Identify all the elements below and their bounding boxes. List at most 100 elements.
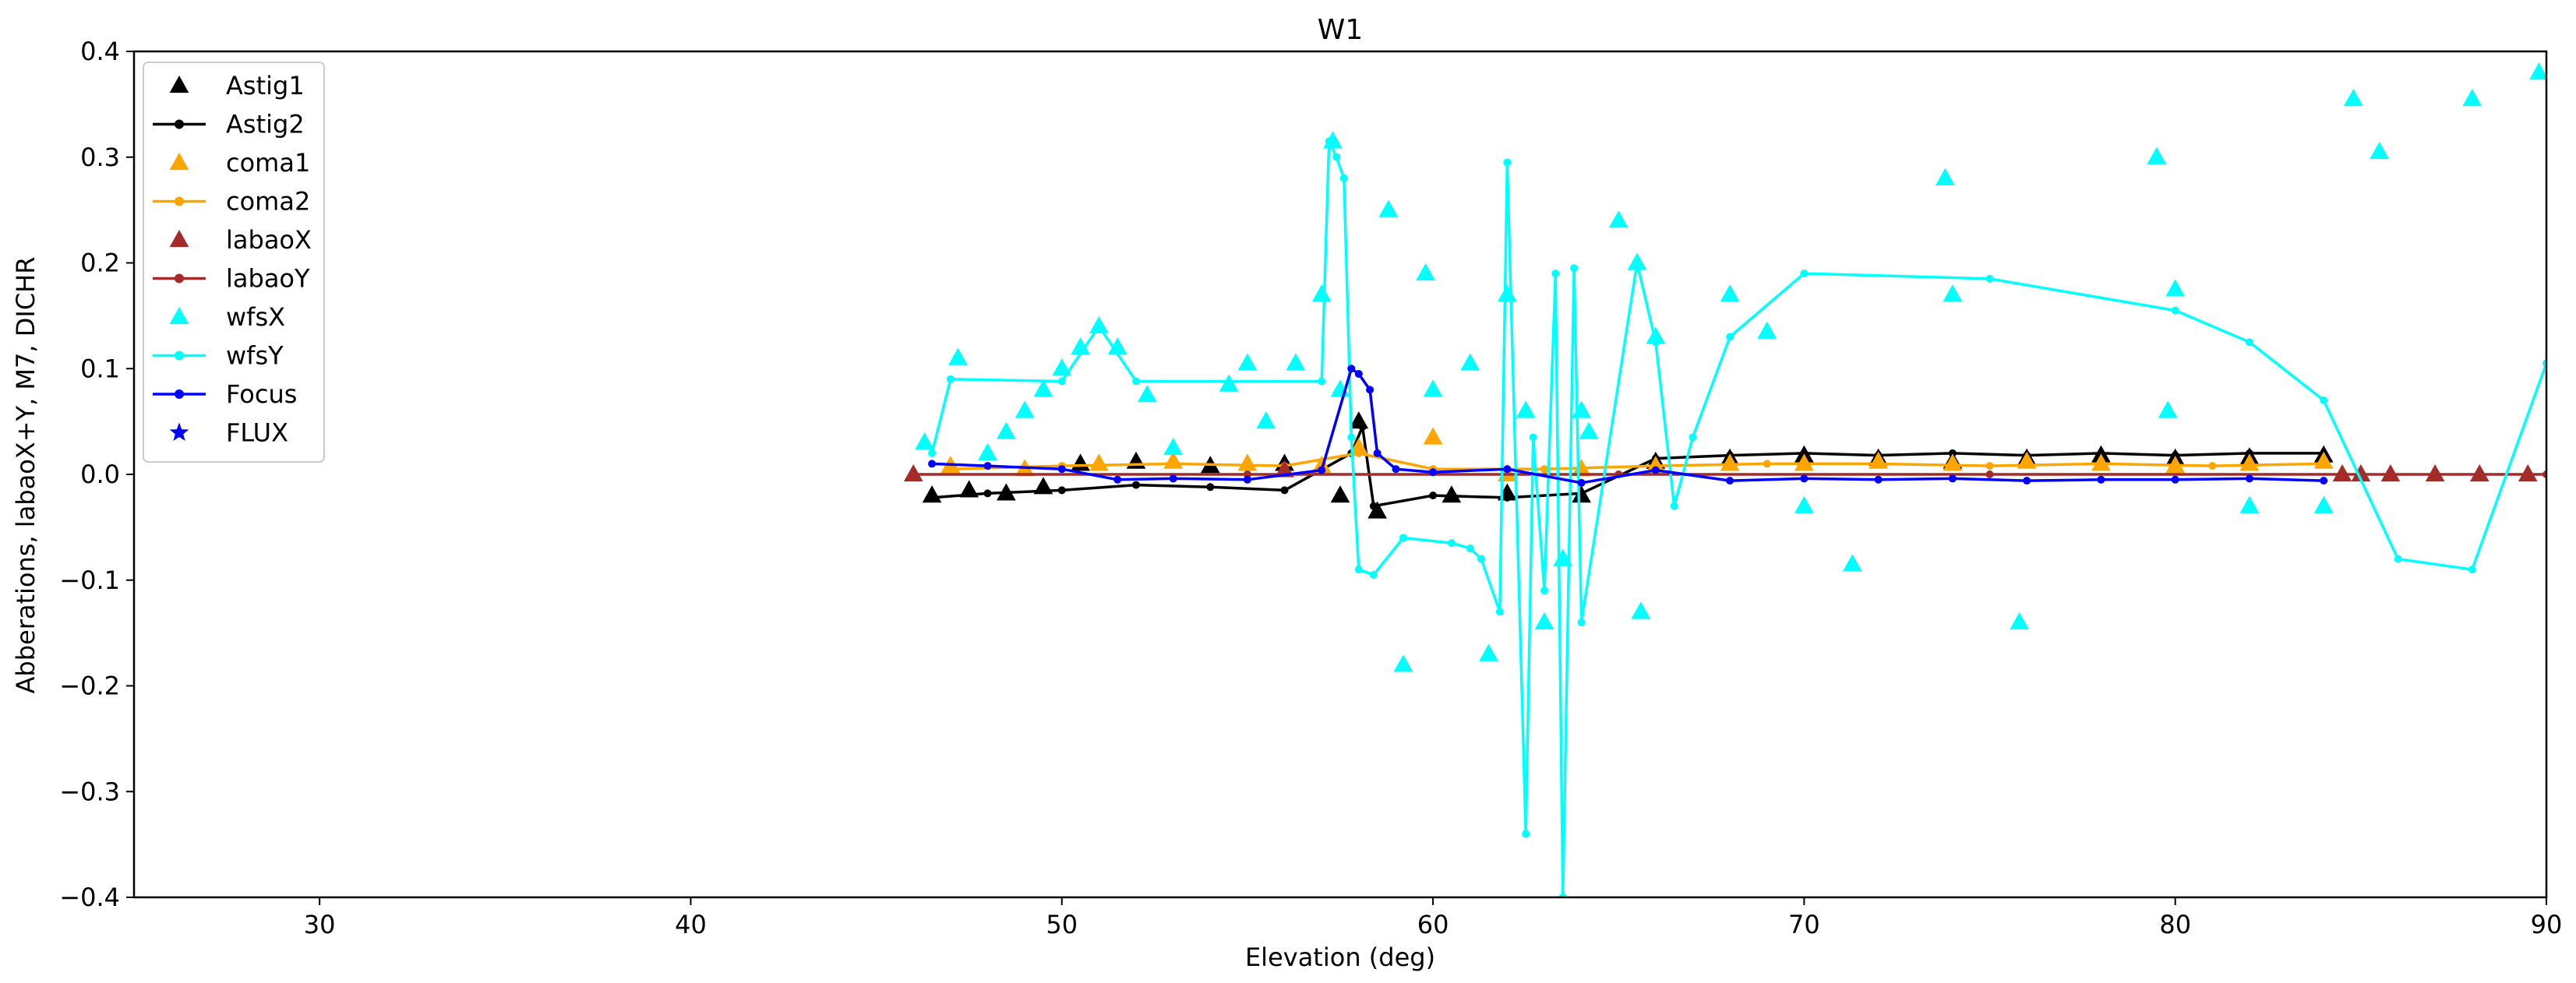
- data-point-astig1: [1367, 501, 1387, 519]
- series-wfsx: [915, 62, 2546, 672]
- data-point-wfsx: [978, 442, 997, 460]
- y-tick-label: −0.4: [59, 883, 120, 912]
- legend-item-labaoy: labaoY: [153, 264, 310, 294]
- data-point-wfsy: [1670, 502, 1678, 510]
- data-point-labaoy: [2338, 470, 2347, 478]
- data-point-wfsx: [1378, 199, 1399, 217]
- data-point-wfsx: [1393, 654, 1413, 672]
- data-point-wfsx: [1534, 612, 1554, 630]
- legend-label: Astig2: [226, 110, 305, 139]
- data-point-coma2: [1169, 460, 1177, 468]
- data-point-coma2: [1540, 465, 1548, 474]
- data-point-wfsy: [1477, 555, 1485, 563]
- data-point-wfsx: [2462, 89, 2482, 107]
- legend-label: labaoX: [226, 225, 312, 255]
- plot-frame: [132, 50, 2548, 899]
- data-point-astig2: [983, 489, 992, 498]
- data-point-wfsy: [1540, 587, 1548, 595]
- legend-marker: [175, 351, 184, 361]
- data-point-wfsy: [1466, 544, 1474, 553]
- data-point-astig2: [1948, 449, 1957, 457]
- data-point-wfsy: [1689, 433, 1697, 442]
- data-point-wfsy: [1495, 608, 1504, 616]
- data-point-wfsx: [2343, 89, 2363, 107]
- data-point-wfsx: [2239, 495, 2260, 513]
- legend-label: coma2: [226, 187, 310, 217]
- data-point-wfsx: [1608, 210, 1629, 228]
- data-point-wfsy: [1529, 433, 1537, 442]
- data-point-wfsx: [1631, 601, 1651, 619]
- data-point-focus: [2320, 477, 2328, 485]
- data-point-labaoy: [909, 470, 918, 478]
- legend-marker: [175, 389, 184, 399]
- data-point-astig2: [2097, 449, 2105, 457]
- data-point-focus: [1057, 465, 1066, 474]
- y-tick-label: −0.2: [59, 671, 120, 701]
- data-point-wfsx: [1579, 421, 1599, 439]
- data-point-focus: [1354, 370, 1363, 379]
- data-point-wfsy: [1399, 534, 1407, 542]
- data-point-focus: [2097, 475, 2105, 484]
- x-tick-label: 60: [1417, 910, 1449, 939]
- data-point-focus: [1948, 474, 1957, 483]
- data-point-wfsx: [1286, 353, 1306, 371]
- data-point-wfsx: [1460, 353, 1480, 371]
- legend-marker: [169, 76, 189, 93]
- series-focus: [928, 365, 2328, 487]
- legend-item-focus: Focus: [153, 379, 297, 409]
- data-point-wfsx: [2010, 612, 2029, 630]
- data-point-wfsx: [1237, 353, 1258, 371]
- data-point-coma1: [1720, 453, 1740, 471]
- data-point-astig2: [928, 493, 937, 502]
- data-point-astig2: [1369, 502, 1378, 510]
- y-tick-label: 0.4: [80, 37, 120, 66]
- legend-item-coma2: coma2: [153, 187, 310, 217]
- data-point-focus: [1392, 465, 1400, 474]
- data-point-wfsy: [2468, 565, 2476, 574]
- y-tick-label: 0.3: [80, 143, 120, 172]
- data-point-focus: [1366, 386, 1374, 394]
- y-tick-label: −0.1: [59, 565, 120, 595]
- data-point-focus: [1429, 468, 1438, 477]
- data-point-focus: [983, 462, 992, 470]
- data-point-wfsx: [1646, 326, 1666, 344]
- data-point-focus: [1243, 475, 1251, 484]
- data-point-labaox: [2518, 464, 2538, 482]
- data-point-wfsx: [1516, 400, 1536, 418]
- data-point-focus: [2023, 477, 2031, 485]
- data-point-wfsy: [2171, 306, 2179, 315]
- legend-item-astig2: Astig2: [153, 110, 305, 139]
- data-point-wfsy: [1522, 830, 1530, 838]
- data-point-astig2: [1800, 449, 1808, 457]
- legend-marker: [175, 196, 184, 206]
- chart-title: W1: [1318, 14, 1364, 46]
- data-point-wfsx: [2529, 62, 2546, 80]
- data-point-astig1: [959, 480, 979, 498]
- legend-label: coma1: [226, 148, 310, 178]
- data-point-focus: [1347, 365, 1356, 373]
- data-point-wfsx: [1416, 263, 1435, 281]
- data-point-wfsx: [1163, 438, 1184, 456]
- data-point-wfsy: [1057, 377, 1066, 386]
- data-point-labaox: [2469, 464, 2490, 482]
- data-point-wfsx: [996, 421, 1016, 439]
- data-point-wfsy: [1633, 259, 1642, 267]
- data-point-focus: [1373, 449, 1382, 457]
- data-point-coma1: [1311, 456, 1332, 474]
- y-tick-label: −0.3: [59, 777, 120, 806]
- data-point-focus: [1113, 475, 1122, 484]
- data-point-wfsy: [1726, 333, 1734, 341]
- x-tick-label: 30: [304, 910, 336, 939]
- legend-item-wfsx: wfsX: [169, 302, 285, 332]
- data-point-wfsy: [1369, 570, 1378, 579]
- data-point-coma1: [1423, 427, 1443, 445]
- x-tick-label: 70: [1788, 910, 1820, 939]
- data-point-wfsx: [1137, 385, 1157, 403]
- data-point-coma2: [1354, 449, 1363, 457]
- data-point-wfsy: [1332, 153, 1341, 161]
- data-point-wfsx: [1311, 284, 1332, 302]
- legend-frame: [143, 62, 325, 463]
- legend-marker: [175, 273, 184, 284]
- data-point-wfsy: [928, 449, 937, 457]
